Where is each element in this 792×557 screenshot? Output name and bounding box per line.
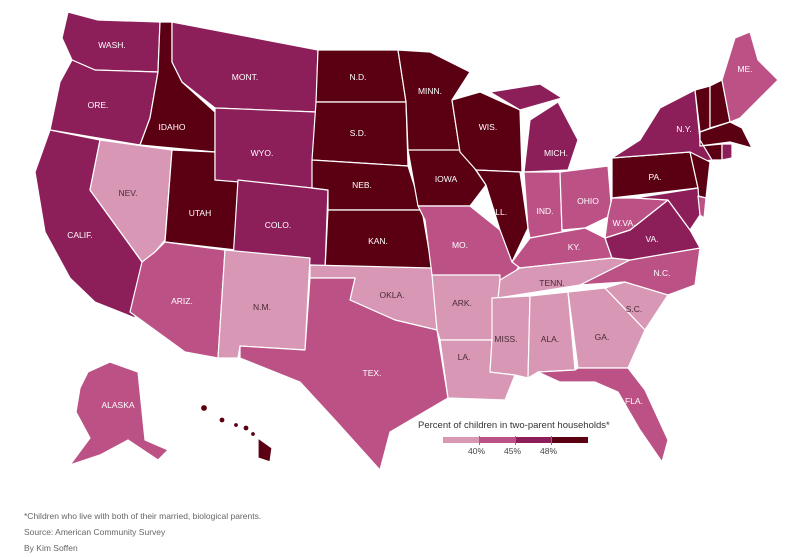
state-label-WY: WYO. [251, 148, 274, 158]
source-note: Source: American Community Survey [24, 527, 166, 537]
legend-title: Percent of children in two-parent househ… [418, 420, 610, 431]
state-label-FL: FLA. [625, 396, 643, 406]
state-HI[interactable] [199, 403, 273, 463]
state-label-TN: TENN. [539, 278, 565, 288]
state-label-IA: IOWA [435, 174, 458, 184]
state-label-VA: VA. [645, 234, 658, 244]
state-WI[interactable] [451, 91, 523, 173]
state-label-ME: ME. [737, 64, 752, 74]
state-label-OK: OKLA. [379, 290, 404, 300]
legend-tickmark-45 [515, 436, 516, 445]
state-labels: WASH. ORE. CALIF. IDAHO NEV. UTAH ARIZ. … [67, 40, 752, 410]
state-label-LA: LA. [458, 352, 471, 362]
legend-tick-45: 45% [504, 446, 522, 456]
state-label-KY: KY. [568, 242, 581, 252]
legend-tickmark-40 [479, 436, 480, 445]
state-label-ID: IDAHO [159, 122, 186, 132]
state-label-MO: MO. [452, 240, 468, 250]
state-DE[interactable] [697, 195, 707, 219]
state-MI[interactable] [489, 83, 579, 173]
state-label-CO: COLO. [265, 220, 291, 230]
state-GA[interactable] [567, 287, 646, 369]
legend-tickmark-48 [551, 436, 552, 445]
state-label-CA: CALIF. [67, 230, 93, 240]
state-MD[interactable] [634, 187, 701, 231]
state-label-AZ: ARIZ. [171, 296, 193, 306]
state-RI[interactable] [721, 143, 733, 161]
footnote: *Children who live with both of their ma… [24, 511, 262, 521]
state-label-KS: KAN. [368, 236, 388, 246]
state-ME[interactable] [721, 31, 779, 123]
state-IN[interactable] [523, 171, 563, 239]
state-AK[interactable] [69, 361, 169, 466]
legend-color-scale [443, 437, 588, 443]
state-label-UT: UTAH [189, 208, 212, 218]
legend-swatch-lt40 [443, 437, 480, 443]
legend-swatch-40-45 [479, 437, 516, 443]
state-TX[interactable] [239, 277, 449, 471]
state-label-TX: TEX. [363, 368, 382, 378]
state-label-NV: NEV. [118, 188, 137, 198]
state-IA[interactable] [407, 149, 487, 207]
state-label-MN: MINN. [418, 86, 442, 96]
state-label-ND: N.D. [350, 72, 367, 82]
state-label-MT: MONT. [232, 72, 258, 82]
state-label-WI: WIS. [479, 122, 497, 132]
state-FL[interactable] [537, 367, 669, 463]
state-label-SD: S.D. [350, 128, 367, 138]
state-label-SC: S.C. [626, 304, 643, 314]
byline: By Kim Soffen [24, 543, 78, 553]
state-label-AL: ALA. [541, 334, 559, 344]
state-label-IL: ILL. [493, 207, 507, 217]
state-label-WV: W.VA. [613, 218, 636, 228]
legend-tick-48: 48% [540, 446, 558, 456]
state-label-PA: PA. [648, 172, 661, 182]
state-label-NY: N.Y. [676, 124, 691, 134]
state-label-AR: ARK. [452, 298, 472, 308]
state-label-MS: MISS. [494, 334, 517, 344]
state-label-AK: ALASKA [101, 400, 134, 410]
state-label-NE: NEB. [352, 180, 372, 190]
state-label-IN: IND. [537, 206, 554, 216]
state-label-WA: WASH. [98, 40, 126, 50]
legend-swatch-45-48 [515, 437, 552, 443]
state-CT[interactable] [699, 139, 723, 161]
state-label-NC: N.C. [654, 268, 671, 278]
state-label-GA: GA. [595, 332, 610, 342]
state-label-MI: MICH. [544, 148, 568, 158]
state-label-NM: N.M. [253, 302, 271, 312]
state-label-OR: ORE. [88, 100, 109, 110]
legend-swatch-ge48 [551, 437, 588, 443]
state-OH[interactable] [559, 165, 613, 231]
legend-tick-40: 40% [468, 446, 486, 456]
state-label-OH: OHIO [577, 196, 599, 206]
